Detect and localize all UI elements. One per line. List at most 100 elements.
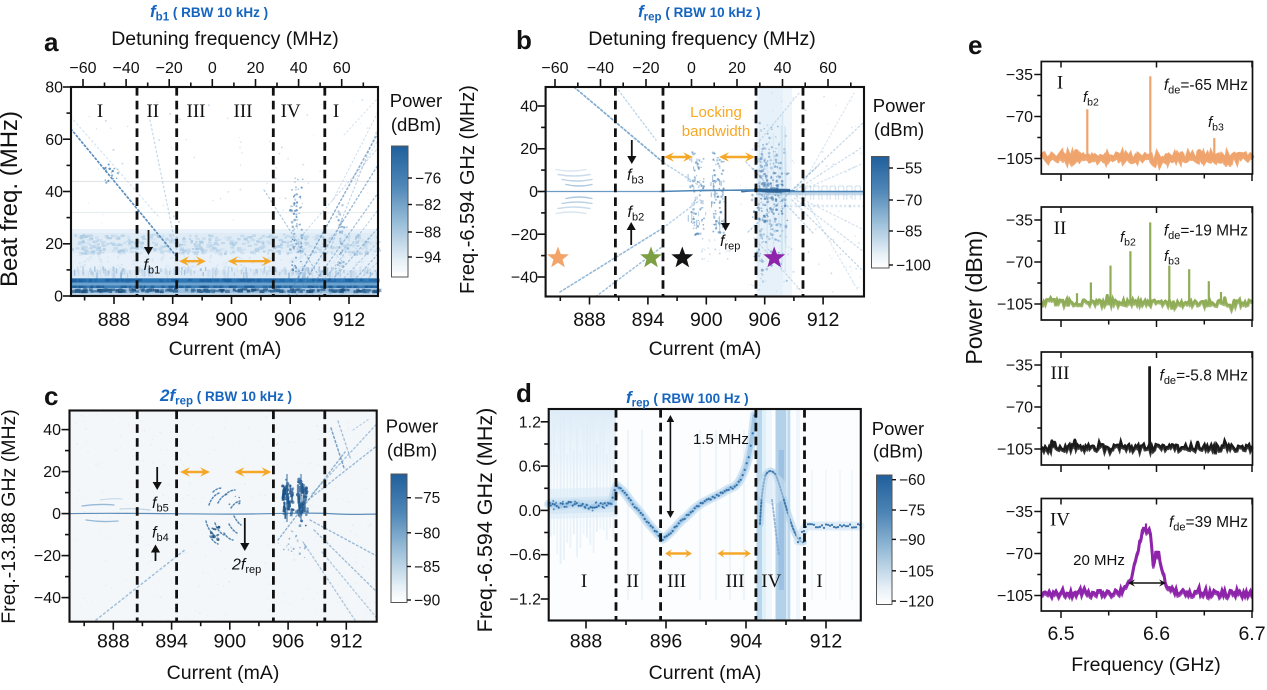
svg-text:Locking: Locking <box>690 104 742 121</box>
svg-text:912: 912 <box>333 309 366 331</box>
svg-text:−40: −40 <box>34 590 61 607</box>
svg-text:6.5: 6.5 <box>1047 623 1074 645</box>
svg-text:−70: −70 <box>896 193 923 210</box>
svg-text:−40: −40 <box>511 270 538 287</box>
svg-text:−100: −100 <box>896 258 931 275</box>
svg-text:Detuning frequency (MHz): Detuning frequency (MHz) <box>588 28 816 50</box>
svg-text:−1.2: −1.2 <box>509 592 541 609</box>
svg-text:(dBm): (dBm) <box>874 119 924 140</box>
svg-text:Power: Power <box>873 95 925 116</box>
svg-text:888: 888 <box>98 309 131 331</box>
svg-text:(dBm): (dBm) <box>873 441 923 462</box>
svg-text:−90: −90 <box>414 593 441 610</box>
svg-text:Freq.-6.594 GHz (MHz): Freq.-6.594 GHz (MHz) <box>473 408 497 633</box>
svg-text:906: 906 <box>748 309 781 331</box>
svg-text:fde=-19 MHz: fde=-19 MHz <box>1164 223 1248 243</box>
svg-text:60: 60 <box>819 60 837 77</box>
svg-text:−70: −70 <box>1006 400 1033 417</box>
svg-text:−20: −20 <box>511 227 538 244</box>
svg-text:fde=-65 MHz: fde=-65 MHz <box>1164 77 1248 97</box>
svg-text:6.7: 6.7 <box>1238 623 1265 645</box>
svg-text:fb1 ( RBW 10 kHz ): fb1 ( RBW 10 kHz ) <box>150 2 268 24</box>
svg-text:−20: −20 <box>632 60 659 77</box>
svg-text:Current (mA): Current (mA) <box>649 338 762 360</box>
svg-text:fb2: fb2 <box>628 204 645 224</box>
svg-text:IV: IV <box>1050 510 1070 531</box>
svg-text:−94: −94 <box>415 250 442 267</box>
svg-text:−75: −75 <box>899 503 925 520</box>
svg-text:0.6: 0.6 <box>519 459 541 476</box>
svg-text:20: 20 <box>45 236 63 253</box>
svg-text:Freq.-13.188 GHz (MHz): Freq.-13.188 GHz (MHz) <box>0 409 20 624</box>
svg-text:−35: −35 <box>1006 213 1033 230</box>
svg-text:2frep: 2frep <box>231 557 261 577</box>
svg-text:Current (mA): Current (mA) <box>169 338 282 360</box>
svg-text:20: 20 <box>43 464 61 481</box>
svg-text:1.5 MHz: 1.5 MHz <box>693 431 749 448</box>
svg-text:900: 900 <box>690 309 723 331</box>
svg-text:−80: −80 <box>414 525 441 542</box>
svg-text:I: I <box>581 571 587 592</box>
svg-text:−90: −90 <box>899 532 926 549</box>
svg-text:−70: −70 <box>1006 255 1033 272</box>
svg-text:−35: −35 <box>1006 358 1033 375</box>
svg-text:60: 60 <box>45 132 63 149</box>
svg-text:80: 80 <box>45 80 63 97</box>
svg-text:20: 20 <box>247 60 265 77</box>
svg-text:40: 40 <box>520 99 538 116</box>
svg-text:2frep ( RBW 10 kHz ): 2frep ( RBW 10 kHz ) <box>159 386 292 408</box>
svg-text:III: III <box>667 571 686 592</box>
svg-text:−35: −35 <box>1006 504 1033 521</box>
svg-text:40: 40 <box>774 60 792 77</box>
svg-text:912: 912 <box>807 309 840 331</box>
svg-text:fb4: fb4 <box>152 525 169 545</box>
svg-text:fb3: fb3 <box>1164 248 1180 268</box>
svg-text:912: 912 <box>330 631 363 653</box>
svg-text:IV: IV <box>281 101 301 122</box>
svg-text:0.0: 0.0 <box>519 503 541 520</box>
svg-text:−70: −70 <box>1006 546 1033 563</box>
svg-text:906: 906 <box>272 631 305 653</box>
svg-text:−60: −60 <box>69 60 96 77</box>
svg-text:894: 894 <box>632 309 665 331</box>
svg-text:0: 0 <box>52 506 61 523</box>
svg-text:−105: −105 <box>997 151 1033 168</box>
svg-text:d: d <box>516 378 532 408</box>
svg-text:bandwidth: bandwidth <box>682 123 750 140</box>
svg-text:896: 896 <box>650 631 683 653</box>
svg-text:−82: −82 <box>415 197 441 214</box>
svg-text:60: 60 <box>333 60 351 77</box>
svg-text:894: 894 <box>156 309 189 331</box>
svg-text:Power: Power <box>872 418 924 439</box>
svg-text:−105: −105 <box>997 442 1033 459</box>
svg-text:Detuning frequency (MHz): Detuning frequency (MHz) <box>111 28 339 50</box>
svg-text:I: I <box>97 101 103 122</box>
svg-text:III: III <box>1051 363 1070 384</box>
svg-text:frep: frep <box>720 233 740 253</box>
svg-text:40: 40 <box>290 60 308 77</box>
svg-text:I: I <box>333 101 339 122</box>
svg-text:−35: −35 <box>1006 67 1033 84</box>
svg-text:Current (mA): Current (mA) <box>167 662 280 684</box>
svg-text:III: III <box>726 571 745 592</box>
svg-text:Freq.-6.594 GHz (MHz): Freq.-6.594 GHz (MHz) <box>457 85 479 294</box>
svg-text:0: 0 <box>687 60 696 77</box>
svg-text:−105: −105 <box>997 297 1033 314</box>
svg-text:0: 0 <box>54 289 63 306</box>
svg-text:−55: −55 <box>896 161 922 178</box>
svg-text:fb5: fb5 <box>152 495 169 515</box>
svg-text:−0.6: −0.6 <box>509 547 541 564</box>
svg-text:−85: −85 <box>414 559 440 576</box>
svg-text:Power: Power <box>390 90 442 111</box>
svg-text:−88: −88 <box>415 225 441 242</box>
svg-text:−40: −40 <box>587 60 614 77</box>
svg-text:−20: −20 <box>156 60 183 77</box>
svg-text:frep ( RBW 10 kHz ): frep ( RBW 10 kHz ) <box>638 2 761 24</box>
svg-text:−120: −120 <box>899 594 934 611</box>
svg-text:c: c <box>44 381 58 411</box>
svg-text:0: 0 <box>208 60 217 77</box>
svg-text:900: 900 <box>214 631 247 653</box>
svg-text:Power: Power <box>386 416 438 437</box>
svg-text:(dBm): (dBm) <box>391 114 441 135</box>
svg-text:I: I <box>1057 73 1063 94</box>
